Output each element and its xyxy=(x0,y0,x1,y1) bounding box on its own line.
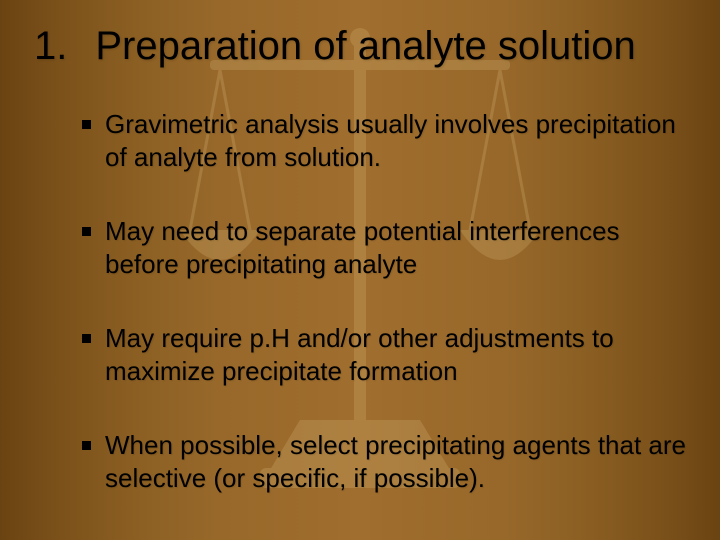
bullet-text: May need to separate potential interfere… xyxy=(105,215,690,280)
title-number: 1. xyxy=(34,24,67,69)
bullet-marker-icon xyxy=(82,441,91,450)
bullet-text: May require p.H and/or other adjustments… xyxy=(105,322,690,387)
list-item: When possible, select precipitating agen… xyxy=(82,429,690,494)
title-text: Preparation of analyte solution xyxy=(95,24,635,69)
slide-title: 1. Preparation of analyte solution xyxy=(34,24,700,69)
slide: 1. Preparation of analyte solution Gravi… xyxy=(0,0,720,540)
bullet-text: Gravimetric analysis usually involves pr… xyxy=(105,108,690,173)
list-item: May require p.H and/or other adjustments… xyxy=(82,322,690,387)
list-item: May need to separate potential interfere… xyxy=(82,215,690,280)
bullet-list: Gravimetric analysis usually involves pr… xyxy=(82,108,690,536)
bullet-text: When possible, select precipitating agen… xyxy=(105,429,690,494)
bullet-marker-icon xyxy=(82,120,91,129)
bullet-marker-icon xyxy=(82,227,91,236)
list-item: Gravimetric analysis usually involves pr… xyxy=(82,108,690,173)
bullet-marker-icon xyxy=(82,334,91,343)
